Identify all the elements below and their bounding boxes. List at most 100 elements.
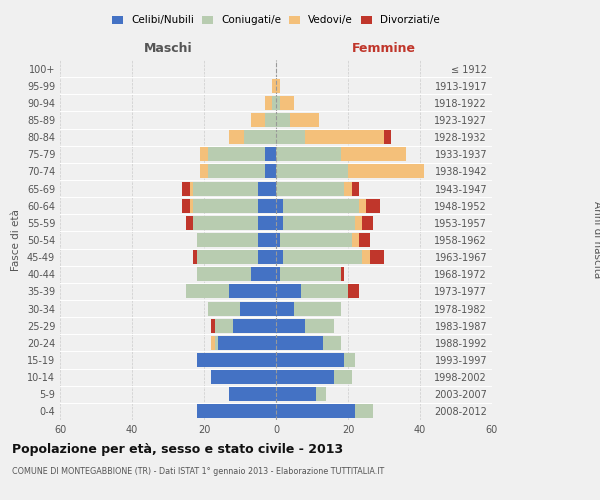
Bar	[200, 164, 208, 178]
Bar	[370, 250, 384, 264]
Bar	[276, 96, 280, 110]
Bar	[276, 182, 344, 196]
Bar	[208, 148, 265, 162]
Bar	[229, 388, 276, 402]
Bar	[316, 388, 326, 402]
Bar	[251, 113, 265, 127]
Bar	[182, 182, 190, 196]
Bar	[193, 216, 258, 230]
Bar	[276, 318, 305, 332]
Bar	[355, 216, 362, 230]
Bar	[193, 198, 258, 212]
Bar	[276, 388, 316, 402]
Bar	[341, 148, 406, 162]
Bar	[276, 216, 283, 230]
Bar	[352, 233, 359, 247]
Bar	[276, 302, 294, 316]
Bar	[276, 164, 348, 178]
Bar	[197, 233, 258, 247]
Bar	[251, 268, 276, 281]
Bar	[366, 198, 380, 212]
Bar	[272, 78, 276, 92]
Bar	[218, 336, 276, 350]
Bar	[229, 284, 276, 298]
Bar	[276, 78, 280, 92]
Bar	[258, 233, 276, 247]
Bar	[276, 336, 323, 350]
Bar	[384, 130, 391, 144]
Bar	[276, 198, 283, 212]
Bar	[280, 268, 341, 281]
Text: Anni di nascita: Anni di nascita	[592, 202, 600, 278]
Bar	[240, 302, 276, 316]
Bar	[197, 353, 276, 367]
Bar	[362, 216, 373, 230]
Bar	[276, 233, 280, 247]
Bar	[276, 404, 355, 418]
Bar	[348, 284, 359, 298]
Bar	[258, 216, 276, 230]
Text: Popolazione per età, sesso e stato civile - 2013: Popolazione per età, sesso e stato civil…	[12, 442, 343, 456]
Bar	[208, 302, 240, 316]
Bar	[258, 250, 276, 264]
Bar	[186, 216, 193, 230]
Bar	[211, 336, 215, 350]
Bar	[265, 148, 276, 162]
Bar	[323, 336, 341, 350]
Bar	[276, 250, 283, 264]
Bar	[197, 404, 276, 418]
Legend: Celibi/Nubili, Coniugati/e, Vedovi/e, Divorziati/e: Celibi/Nubili, Coniugati/e, Vedovi/e, Di…	[112, 15, 440, 25]
Bar	[193, 182, 258, 196]
Bar	[348, 164, 424, 178]
Bar	[334, 370, 352, 384]
Bar	[190, 198, 193, 212]
Bar	[229, 130, 244, 144]
Bar	[215, 318, 233, 332]
Bar	[280, 233, 352, 247]
Bar	[280, 96, 294, 110]
Bar	[258, 182, 276, 196]
Bar	[341, 268, 344, 281]
Bar	[272, 96, 276, 110]
Text: Femmine: Femmine	[352, 42, 416, 55]
Bar	[276, 370, 334, 384]
Bar	[283, 250, 362, 264]
Bar	[276, 113, 290, 127]
Bar	[355, 404, 373, 418]
Bar	[359, 198, 366, 212]
Bar	[197, 268, 251, 281]
Bar	[258, 198, 276, 212]
Bar	[344, 353, 355, 367]
Bar	[211, 370, 276, 384]
Bar	[344, 182, 352, 196]
Bar	[193, 250, 197, 264]
Bar	[265, 96, 272, 110]
Bar	[265, 164, 276, 178]
Bar	[244, 130, 276, 144]
Bar	[233, 318, 276, 332]
Bar	[190, 182, 193, 196]
Bar	[276, 148, 341, 162]
Bar	[283, 216, 355, 230]
Bar	[294, 302, 341, 316]
Bar	[276, 353, 344, 367]
Bar	[290, 113, 319, 127]
Y-axis label: Fasce di età: Fasce di età	[11, 209, 21, 271]
Bar	[305, 130, 384, 144]
Bar	[208, 164, 265, 178]
Bar	[186, 284, 229, 298]
Bar	[197, 250, 258, 264]
Bar	[265, 113, 276, 127]
Bar	[359, 233, 370, 247]
Bar	[301, 284, 348, 298]
Text: COMUNE DI MONTEGABBIONE (TR) - Dati ISTAT 1° gennaio 2013 - Elaborazione TUTTITA: COMUNE DI MONTEGABBIONE (TR) - Dati ISTA…	[12, 468, 384, 476]
Bar	[215, 336, 218, 350]
Bar	[276, 130, 305, 144]
Bar	[276, 268, 280, 281]
Bar	[283, 198, 359, 212]
Bar	[211, 318, 215, 332]
Bar	[182, 198, 190, 212]
Bar	[352, 182, 359, 196]
Bar	[362, 250, 370, 264]
Text: Maschi: Maschi	[143, 42, 193, 55]
